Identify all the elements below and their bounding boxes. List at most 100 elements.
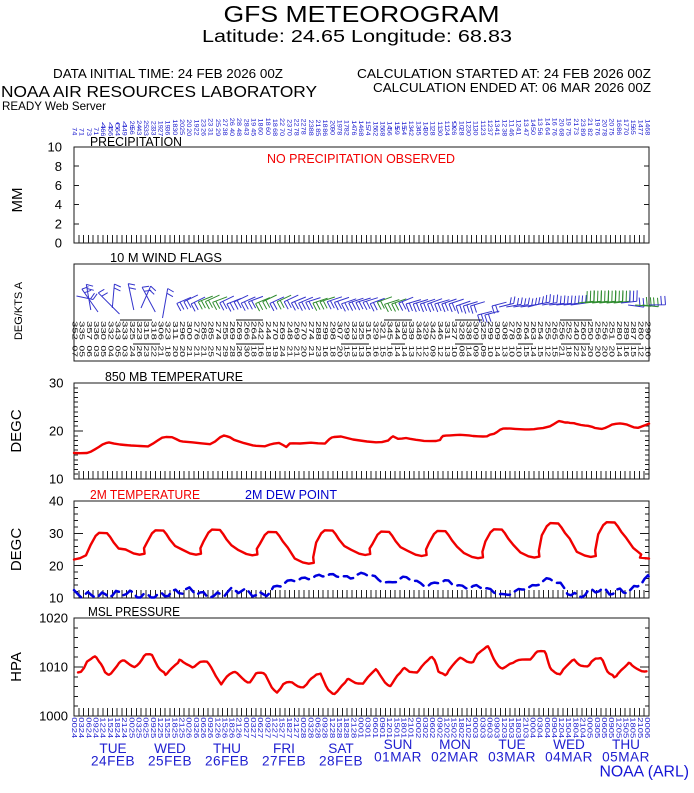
svg-text:1804: 1804 [571,717,578,738]
svg-text:10: 10 [486,346,493,358]
svg-text:1527: 1527 [278,717,285,738]
svg-text:76: 76 [350,128,357,136]
svg-text:68: 68 [357,128,364,136]
svg-text:40: 40 [228,128,235,136]
svg-text:4: 4 [55,197,62,212]
svg-text:40: 40 [49,494,63,509]
svg-text:1503: 1503 [507,717,514,738]
svg-text:14: 14 [529,346,536,358]
svg-text:FRI: FRI [273,741,295,756]
svg-text:25: 25 [214,119,221,127]
svg-text:20: 20 [328,120,335,128]
svg-text:30: 30 [465,128,472,136]
svg-text:73: 73 [572,127,579,135]
svg-text:11: 11 [507,119,514,127]
svg-text:309: 309 [493,321,500,340]
svg-text:16: 16 [364,346,371,358]
svg-text:19: 19 [250,118,257,126]
svg-text:318: 318 [149,321,156,340]
svg-text:0004: 0004 [528,717,535,738]
svg-text:33: 33 [149,128,156,136]
svg-text:77: 77 [636,128,643,136]
svg-text:352: 352 [71,321,78,340]
svg-text:23: 23 [314,346,321,358]
svg-text:307: 307 [336,321,343,340]
svg-text:21: 21 [285,346,292,358]
svg-text:2128: 2128 [349,717,356,738]
svg-text:25: 25 [142,120,149,128]
svg-text:26: 26 [450,127,457,135]
svg-text:28: 28 [457,128,464,136]
svg-text:298: 298 [328,321,335,340]
svg-text:0926: 0926 [206,717,213,738]
svg-text:15: 15 [379,346,386,358]
svg-text:23: 23 [207,118,214,126]
svg-text:18: 18 [328,346,335,358]
svg-text:269: 269 [278,321,285,340]
svg-text:04MAR: 04MAR [545,750,593,765]
svg-text:242: 242 [257,321,264,340]
svg-text:20: 20 [185,128,192,136]
svg-text:24: 24 [128,346,135,358]
svg-text:23: 23 [285,119,292,127]
svg-text:27: 27 [214,346,221,358]
svg-text:333: 333 [121,321,128,340]
svg-text:1203: 1203 [500,717,507,738]
svg-text:0001: 0001 [357,717,364,738]
svg-text:23: 23 [307,120,314,128]
svg-text:20: 20 [300,346,307,358]
svg-text:07: 07 [71,346,78,358]
svg-text:49: 49 [121,128,128,136]
svg-text:345: 345 [386,321,393,340]
svg-text:WED: WED [154,741,186,756]
svg-text:64: 64 [114,128,121,136]
svg-text:24: 24 [278,346,285,358]
svg-text:325: 325 [479,321,486,340]
svg-text:10: 10 [49,591,63,606]
svg-text:16: 16 [550,118,557,126]
svg-text:2102: 2102 [464,717,471,738]
svg-text:15: 15 [522,346,529,358]
svg-text:21: 21 [307,346,314,358]
svg-text:15: 15 [364,121,371,129]
svg-text:256: 256 [558,321,565,340]
svg-text:0: 0 [55,236,62,251]
svg-text:14: 14 [636,120,643,128]
svg-text:0026: 0026 [185,717,192,738]
svg-text:30: 30 [242,346,249,358]
svg-text:73: 73 [85,128,92,136]
svg-text:14: 14 [400,346,407,358]
svg-text:19: 19 [565,118,572,126]
svg-text:331: 331 [443,321,450,340]
svg-text:26FEB: 26FEB [205,754,249,769]
svg-text:0325: 0325 [135,717,142,738]
svg-text:19: 19 [157,121,164,129]
svg-text:27FEB: 27FEB [262,754,306,769]
svg-text:21: 21 [586,118,593,126]
svg-text:68: 68 [379,128,386,136]
svg-text:20: 20 [558,119,565,127]
svg-text:68: 68 [644,127,651,135]
svg-text:THU: THU [612,737,640,752]
svg-text:23: 23 [149,121,156,129]
svg-text:336: 336 [92,321,99,340]
svg-text:13: 13 [493,119,500,127]
svg-text:04: 04 [106,346,113,358]
svg-text:4: 4 [99,122,106,130]
svg-text:MON: MON [439,737,471,752]
svg-text:328: 328 [457,321,464,340]
svg-text:0327: 0327 [249,717,256,738]
svg-text:0927: 0927 [263,717,270,738]
svg-text:11: 11 [472,121,479,129]
svg-text:287: 287 [629,321,636,340]
svg-text:18: 18 [171,119,178,127]
svg-text:27: 27 [221,119,228,127]
svg-text:86: 86 [615,127,622,135]
svg-text:12: 12 [414,346,421,358]
svg-text:05: 05 [99,346,106,358]
svg-text:56: 56 [536,128,543,136]
svg-text:325: 325 [357,321,364,340]
svg-text:244: 244 [264,321,271,340]
svg-text:0305: 0305 [593,717,600,738]
svg-text:21: 21 [314,120,321,128]
